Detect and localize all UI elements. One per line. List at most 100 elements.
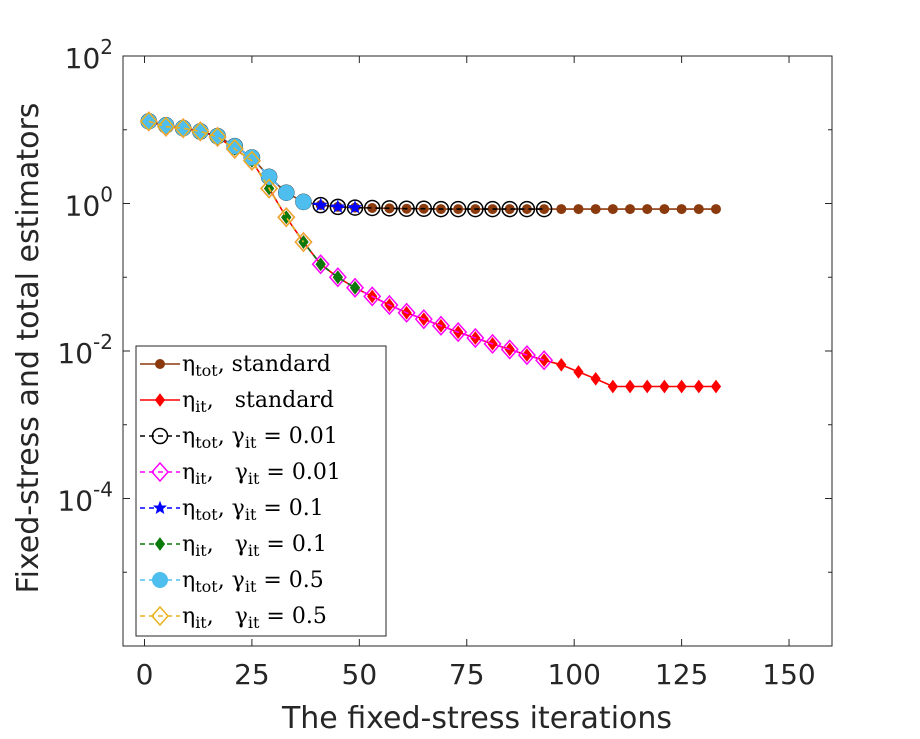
data-point <box>556 357 567 372</box>
data-point <box>156 116 175 137</box>
data-point <box>260 178 279 199</box>
data-point <box>278 184 295 201</box>
legend-label: ηit, standard <box>182 388 334 416</box>
data-point <box>659 204 670 215</box>
data-point <box>346 199 364 216</box>
data-point <box>381 200 398 217</box>
data-point <box>154 393 166 407</box>
data-point <box>431 315 450 336</box>
x-tick-label: 25 <box>234 658 270 691</box>
data-point <box>398 200 415 217</box>
data-point <box>363 286 382 307</box>
data-point <box>311 254 330 275</box>
series-layer <box>139 111 722 394</box>
data-point <box>347 200 362 214</box>
axes-box <box>122 55 833 647</box>
data-point <box>363 199 381 217</box>
data-point <box>449 200 467 218</box>
data-point <box>155 359 165 369</box>
legend-label: ηit, γit = 0.1 <box>182 532 327 560</box>
legend-label: ηtot, γit = 0.1 <box>182 496 324 524</box>
data-point <box>140 113 157 130</box>
data-point <box>151 427 169 445</box>
data-point <box>295 193 312 210</box>
data-point <box>192 123 209 140</box>
x-tick-label: 50 <box>342 658 378 691</box>
data-point <box>538 353 550 368</box>
data-point <box>349 280 361 295</box>
data-point <box>397 302 416 323</box>
x-tick-label: 150 <box>762 658 815 691</box>
x-axis-label: The fixed-stress iterations <box>281 701 672 736</box>
data-point <box>380 294 399 316</box>
data-point <box>676 204 687 215</box>
data-point <box>556 204 567 215</box>
data-point <box>432 200 450 218</box>
data-point <box>693 379 704 394</box>
data-point <box>607 379 618 394</box>
x-tick-label: 0 <box>136 658 154 691</box>
data-point <box>710 379 722 394</box>
legend-entry: ηit, standard <box>140 388 334 416</box>
data-point <box>150 461 170 483</box>
data-point <box>535 200 553 218</box>
legend-label: ηit, γit = 0.01 <box>182 460 341 488</box>
data-point <box>625 204 636 215</box>
data-point <box>209 128 226 145</box>
data-point <box>414 309 433 330</box>
data-point <box>313 197 328 212</box>
data-point <box>174 118 193 139</box>
data-point <box>152 572 168 588</box>
data-point <box>590 371 601 386</box>
legend-entry: ηtot, standard <box>140 352 331 380</box>
y-tick-label: 102 <box>65 35 113 75</box>
legend-label: ηtot, standard <box>182 352 331 380</box>
y-tick-label: 10-4 <box>57 478 113 518</box>
data-point <box>225 138 244 160</box>
data-point <box>242 150 261 171</box>
x-tick-label: 75 <box>449 658 485 691</box>
data-point <box>676 379 687 394</box>
data-point <box>500 339 519 360</box>
legend-entry: ηtot, γit = 0.1 <box>140 496 324 524</box>
data-point <box>484 200 501 218</box>
data-point <box>573 204 584 215</box>
data-point <box>294 231 313 253</box>
x-tick-label: 100 <box>547 658 600 691</box>
data-point <box>153 500 167 515</box>
data-point <box>501 200 518 218</box>
data-point <box>330 199 345 213</box>
y-tick-label: 10-2 <box>57 330 113 370</box>
data-point <box>642 204 653 215</box>
series-line <box>148 120 304 203</box>
data-point <box>710 204 721 215</box>
legend-entry: ηtot, γit = 0.5 <box>140 568 324 596</box>
legend-entry: ηtot, γit = 0.01 <box>140 424 338 452</box>
data-point <box>191 121 210 142</box>
data-point <box>590 204 601 215</box>
data-point <box>449 322 468 343</box>
axes-layer: 0 25 50 75 100 125 150 102 100 10-2 10-4 <box>57 35 833 691</box>
legend-entry: ηit, γit = 0.5 <box>140 604 327 632</box>
data-point <box>415 200 433 217</box>
data-point <box>315 257 326 272</box>
data-point <box>150 605 170 627</box>
data-point <box>226 138 243 155</box>
data-point <box>277 207 296 228</box>
legend-label: ηtot, γit = 0.5 <box>182 568 324 596</box>
data-point <box>332 270 343 285</box>
data-point <box>535 350 554 371</box>
data-point <box>607 204 618 215</box>
data-point <box>467 200 484 218</box>
data-point <box>261 168 278 185</box>
series-7 <box>139 111 313 253</box>
legend-entry: ηit, γit = 0.1 <box>140 532 327 560</box>
legend-label: ηtot, γit = 0.01 <box>182 424 338 452</box>
data-point <box>693 204 704 215</box>
data-point <box>139 111 158 132</box>
data-point <box>642 379 653 394</box>
data-point <box>659 379 670 394</box>
legend-box <box>135 345 387 637</box>
data-point <box>624 379 636 394</box>
